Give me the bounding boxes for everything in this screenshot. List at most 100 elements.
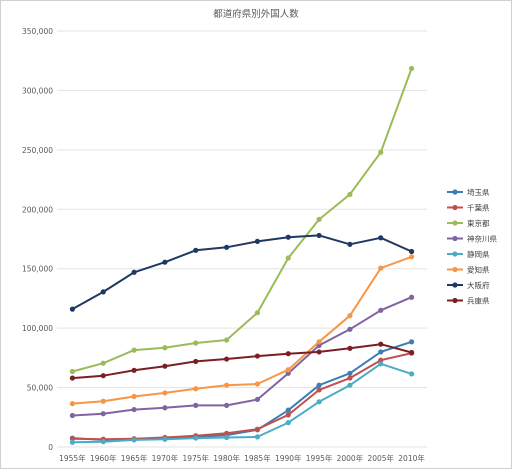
series-line [72, 255, 412, 405]
data-point [408, 339, 415, 345]
series-lines [69, 65, 415, 445]
data-point [131, 393, 137, 400]
series-5 [69, 361, 415, 445]
legend-item: 神奈川県 [447, 234, 497, 244]
data-point [285, 420, 291, 426]
x-tick-label: 2000年 [337, 453, 364, 463]
x-tick-label: 1955年 [59, 453, 86, 463]
legend-label: 大阪府 [467, 280, 490, 290]
series-line [72, 362, 412, 444]
series-3 [69, 65, 415, 375]
legend-marker [452, 189, 458, 195]
x-tick-label: 1975年 [182, 453, 209, 463]
data-point [162, 345, 168, 351]
data-point [100, 289, 106, 295]
data-point [223, 382, 230, 388]
x-tick-label: 2005年 [367, 453, 394, 463]
x-tick-label: 2010年 [398, 453, 425, 463]
data-point [285, 234, 291, 240]
chart-title: 都道府県別外国人数 [213, 8, 299, 20]
data-point [193, 358, 199, 365]
data-point [285, 367, 291, 373]
data-point [131, 406, 137, 413]
data-point [347, 382, 353, 388]
legend-label: 神奈川県 [467, 234, 497, 244]
y-tick-label: 250,000 [22, 146, 53, 155]
data-point [69, 401, 76, 407]
data-point [162, 363, 168, 369]
data-point [347, 375, 353, 381]
legend-marker [452, 204, 458, 211]
data-point [254, 426, 261, 432]
data-point [316, 216, 322, 222]
data-point [347, 345, 353, 351]
data-point [378, 357, 384, 363]
legend-marker [452, 282, 458, 288]
data-point [316, 349, 322, 355]
y-tick-label: 0 [48, 443, 53, 452]
data-point [347, 241, 353, 247]
series-line [72, 68, 413, 373]
data-point [316, 387, 322, 393]
legend-item: 千葉県 [447, 203, 490, 213]
legend-item: 大阪府 [447, 280, 490, 290]
legend-label: 兵庫県 [467, 296, 490, 306]
data-point [316, 399, 322, 405]
data-point [378, 361, 384, 367]
data-point [347, 191, 353, 198]
y-axis-ticks: 0 50,000 100,000 150,000 200,000 250,000 300,0… [22, 27, 53, 452]
data-point [69, 306, 76, 312]
data-point [131, 347, 137, 353]
legend-item: 静岡県 [447, 249, 490, 259]
data-point [378, 265, 384, 271]
legend-marker [452, 266, 458, 273]
x-tick-label: 1970年 [152, 453, 179, 463]
data-point [131, 437, 137, 443]
data-point [408, 371, 415, 377]
y-tick-label: 50,000 [27, 384, 53, 393]
series-line [72, 296, 412, 417]
x-tick-label: 1960年 [90, 453, 117, 463]
data-point [316, 382, 322, 388]
data-point [285, 407, 291, 413]
data-point [378, 341, 384, 347]
y-tick-label: 100,000 [22, 324, 53, 333]
data-point [408, 349, 415, 356]
data-point [408, 65, 415, 72]
data-point [378, 349, 384, 355]
data-point [408, 254, 415, 260]
x-tick-label: 1995年 [306, 453, 333, 463]
legend-marker [452, 297, 458, 304]
x-tick-label: 1990年 [275, 453, 302, 463]
data-point [254, 381, 261, 387]
gridlines [57, 30, 427, 448]
data-point [100, 439, 106, 445]
data-point [378, 235, 384, 241]
data-point [223, 402, 230, 408]
data-point [100, 373, 106, 379]
data-point [162, 405, 168, 411]
x-tick-label: 1965年 [121, 453, 148, 463]
legend-label: 静岡県 [467, 249, 490, 259]
data-point [347, 326, 353, 332]
data-point [100, 360, 106, 366]
series-line [72, 340, 412, 441]
series-line [72, 343, 412, 380]
series-line [72, 352, 412, 441]
data-point [69, 375, 76, 381]
legend-marker [452, 235, 458, 242]
data-point [254, 353, 261, 359]
data-point [223, 337, 230, 343]
y-tick-label: 200,000 [22, 205, 53, 214]
legend-label: 埼玉県 [467, 187, 490, 197]
legend-marker [452, 251, 458, 257]
data-point [347, 370, 353, 376]
legend-item: 愛知県 [447, 265, 490, 275]
data-point [254, 238, 261, 244]
x-tick-label: 1980年 [213, 453, 240, 463]
legend-label: 千葉県 [467, 203, 490, 213]
data-point [100, 398, 106, 404]
data-point [378, 307, 384, 313]
